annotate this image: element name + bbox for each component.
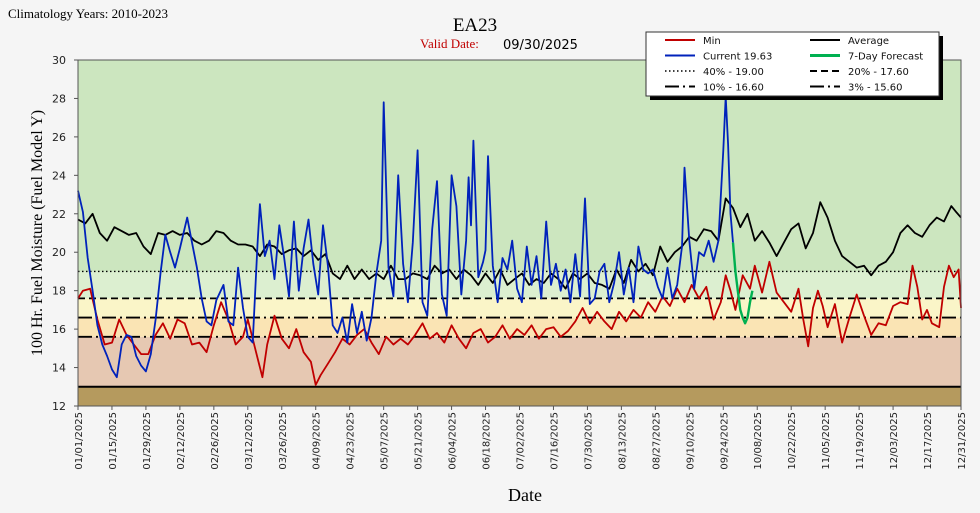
x-tick-label: 12/31/2025 <box>957 412 968 470</box>
x-tick-label: 10/08/2025 <box>753 412 764 470</box>
y-tick-label: 14 <box>52 362 66 375</box>
legend-label-average: Average <box>848 36 889 47</box>
x-tick-label: 11/05/2025 <box>821 412 832 470</box>
chart-title: EA23 <box>453 15 497 36</box>
y-tick-label: 26 <box>52 131 66 144</box>
x-tick-label: 12/17/2025 <box>923 412 934 470</box>
y-tick-label: 30 <box>52 54 66 67</box>
x-tick-label: 03/26/2025 <box>278 412 289 470</box>
x-tick-label: 07/02/2025 <box>516 412 527 470</box>
legend-label-current: Current 19.63 <box>703 52 772 63</box>
series-7-day-forecast <box>731 242 754 325</box>
legend-label-20pct: 20% - 17.60 <box>848 67 909 78</box>
x-tick-label: 10/22/2025 <box>787 412 798 470</box>
y-tick-label: 28 <box>52 92 66 105</box>
legend-label-min: Min <box>703 36 721 47</box>
x-tick-label: 09/10/2025 <box>685 412 696 470</box>
x-tick-label: 09/24/2025 <box>719 412 730 470</box>
x-tick-label: 03/12/2025 <box>244 412 255 470</box>
valid-date-value: 09/30/2025 <box>503 38 578 53</box>
band-2 <box>78 317 961 337</box>
legend-label-10pct: 10% - 16.60 <box>703 83 764 94</box>
series-average <box>77 197 962 290</box>
x-tick-label: 07/16/2025 <box>549 412 560 470</box>
band-0 <box>78 386 961 406</box>
legend-label-forecast: 7-Day Forecast <box>848 52 923 63</box>
legend-label-40pct: 40% - 19.00 <box>703 67 764 78</box>
x-tick-label: 01/15/2025 <box>108 412 119 470</box>
x-tick-label: 05/07/2025 <box>380 412 391 470</box>
y-tick-label: 22 <box>52 208 66 221</box>
x-tick-label: 04/23/2025 <box>346 412 357 470</box>
x-tick-label: 08/27/2025 <box>651 412 662 470</box>
x-tick-label: 06/04/2025 <box>448 412 459 470</box>
band-3 <box>78 298 961 318</box>
y-axis-label: 100 Hr. Fuel Moisture (Fuel Model Y) <box>29 110 46 356</box>
series-current <box>77 95 734 379</box>
x-tick-label: 05/21/2025 <box>414 412 425 470</box>
y-tick-label: 24 <box>52 169 66 182</box>
x-tick-label: 11/19/2025 <box>855 412 866 470</box>
y-tick-label: 18 <box>52 285 66 298</box>
legend: Min Average Current 19.63 7-Day Forecast 40%… <box>645 31 943 100</box>
x-tick-label: 08/13/2025 <box>617 412 628 470</box>
climatology-years: Climatology Years: 2010-2023 <box>8 6 168 21</box>
series-min <box>77 260 962 386</box>
x-tick-label: 02/26/2025 <box>210 412 221 470</box>
x-tick-label: 01/29/2025 <box>142 412 153 470</box>
y-tick-label: 16 <box>52 323 66 336</box>
valid-date-label: Valid Date: <box>420 36 479 51</box>
x-axis-label: Date <box>508 485 542 505</box>
x-tick-label: 04/09/2025 <box>312 412 323 470</box>
x-tick-label: 01/01/2025 <box>74 412 85 470</box>
y-tick-label: 20 <box>52 246 66 259</box>
x-tick-label: 06/18/2025 <box>482 412 493 470</box>
x-tick-label: 02/12/2025 <box>176 412 187 470</box>
y-tick-label: 12 <box>52 400 66 413</box>
x-tick-label: 12/03/2025 <box>889 412 900 470</box>
band-1 <box>78 336 961 387</box>
x-tick-label: 07/30/2025 <box>583 412 594 470</box>
legend-box <box>645 31 940 97</box>
legend-label-3pct: 3% - 15.60 <box>848 83 902 94</box>
